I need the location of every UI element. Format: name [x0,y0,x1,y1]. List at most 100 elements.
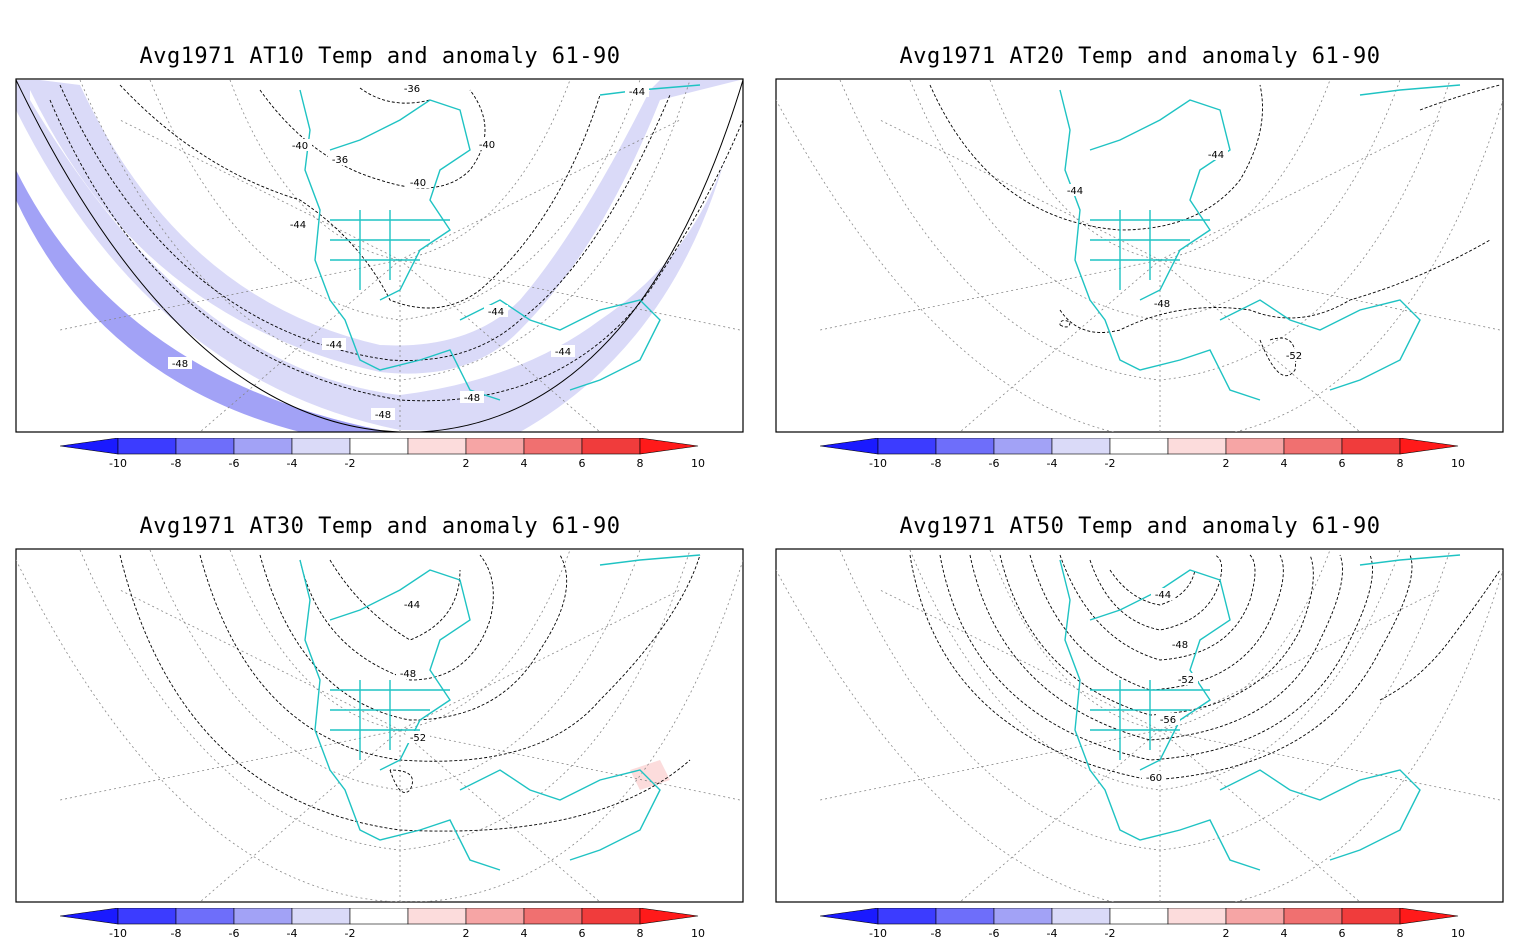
colorbar-segment [117,907,177,925]
colorbar-segment [175,437,235,455]
colorbar-tick-label: 10 [691,457,705,468]
colorbar-tick-label: 10 [691,927,705,938]
colorbar-segment [523,437,583,455]
colorbar-tick-label: -10 [869,457,887,468]
panel-title: Avg1971 AT10 Temp and anomaly 61-90 [139,44,621,69]
colorbar-segment [993,437,1053,455]
colorbar-tick-label: -2 [1105,457,1116,468]
colorbar-segment [291,907,351,925]
colorbar-segment [1283,907,1343,925]
panel-title: Avg1971 AT30 Temp and anomaly 61-90 [139,514,621,539]
colorbar-segment [233,907,293,925]
panel-at10: Avg1971 AT10 Temp and anomaly 61-90 [0,0,760,470]
colorbar-tick-label: 8 [1397,927,1404,938]
panel-title: Avg1971 AT20 Temp and anomaly 61-90 [899,44,1381,69]
colorbar-svg: -10 -8 -6 -4 -2 2 4 6 8 10 [59,907,705,940]
colorbar-svg: -10 -8 -6 -4 -2 2 4 6 8 10 [819,907,1465,940]
colorbar-segment [1167,907,1227,925]
colorbar-tick-label: 10 [1451,457,1465,468]
colorbar-tick-label: 6 [579,457,586,468]
colorbar-segment [1051,437,1111,455]
colorbar-tick-label: 6 [1339,457,1346,468]
colorbar-segment [877,907,937,925]
colorbar-arrow-left [59,907,119,925]
colorbar-tick-label: -10 [109,457,127,468]
colorbar-tick-label: 8 [637,927,644,938]
colorbar-tick-label: -4 [287,457,298,468]
colorbar-at10: -10 -8 -6 -4 -2 2 4 6 8 10 [59,437,710,472]
colorbar-tick-label: 2 [1223,927,1230,938]
colorbar-tick-label: -4 [1047,457,1058,468]
colorbar-segment [233,437,293,455]
colorbar-segment [349,437,409,455]
colorbar-segment [117,437,177,455]
colorbar-segment [465,907,525,925]
colorbar-arrow-right [1399,907,1459,925]
colorbar-segment [349,907,409,925]
colorbar-tick-label: 10 [1451,927,1465,938]
colorbar-segment [407,907,467,925]
colorbar-tick-label: -2 [1105,927,1116,938]
colorbar-segment [465,437,525,455]
colorbar-segment [291,437,351,455]
colorbar-at50: -10 -8 -6 -4 -2 2 4 6 8 10 [819,907,1470,942]
colorbar-arrow-right [1399,437,1459,455]
colorbar-segment [581,437,641,455]
colorbar-tick-label: 2 [463,457,470,468]
colorbar-segment [1341,437,1401,455]
colorbar-segment [1225,437,1285,455]
colorbar-tick-label: 4 [521,457,528,468]
colorbar-segment [1109,907,1169,925]
colorbar-tick-label: 4 [1281,457,1288,468]
colorbar-tick-label: -6 [229,927,240,938]
colorbar-tick-label: -4 [287,927,298,938]
colorbar-svg: -10 -8 -6 -4 -2 2 4 6 8 10 [819,437,1465,470]
colorbar-segment [175,907,235,925]
colorbar-segment [407,437,467,455]
colorbar-tick-label: -6 [229,457,240,468]
colorbar-tick-label: 4 [521,927,528,938]
colorbar-tick-label: -10 [869,927,887,938]
colorbar-arrow-left [59,437,119,455]
colorbar-tick-label: -8 [931,927,942,938]
colorbar-tick-label: 8 [637,457,644,468]
colorbar-segment [877,437,937,455]
colorbar-at20: -10 -8 -6 -4 -2 2 4 6 8 10 [819,437,1470,472]
colorbar-tick-label: -8 [171,927,182,938]
colorbar-tick-label: -10 [109,927,127,938]
colorbar-segment [1051,907,1111,925]
colorbar-arrow-right [639,907,699,925]
colorbar-tick-label: 8 [1397,457,1404,468]
colorbar-tick-label: 2 [1223,457,1230,468]
colorbar-segment [1341,907,1401,925]
colorbar-arrow-left [819,437,879,455]
colorbar-svg: -10 -8 -6 -4 -2 2 4 6 8 10 [59,437,705,470]
panel-at20: Avg1971 AT20 Temp and anomaly 61-90 [760,0,1520,470]
colorbar-tick-label: 6 [579,927,586,938]
colorbar-arrow-right [639,437,699,455]
colorbar-tick-label: -8 [931,457,942,468]
colorbar-tick-label: 6 [1339,927,1346,938]
panel-at50: Avg1971 AT50 Temp and anomaly 61-90 [760,470,1520,940]
panel-title: Avg1971 AT50 Temp and anomaly 61-90 [899,514,1381,539]
colorbar-tick-label: -2 [345,927,356,938]
colorbar-tick-label: -4 [1047,927,1058,938]
panel-at30: Avg1971 AT30 Temp and anomaly 61-90 [0,470,760,940]
colorbar-at30: -10 -8 -6 -4 -2 2 4 6 8 10 [59,907,710,942]
colorbar-tick-label: -6 [989,927,1000,938]
colorbar-segment [1283,437,1343,455]
colorbar-tick-label: 2 [463,927,470,938]
colorbar-segment [1225,907,1285,925]
colorbar-segment [935,907,995,925]
colorbar-segment [523,907,583,925]
colorbar-segment [1167,437,1227,455]
colorbar-tick-label: -6 [989,457,1000,468]
colorbar-tick-label: 4 [1281,927,1288,938]
colorbar-segment [935,437,995,455]
colorbar-segment [581,907,641,925]
colorbar-tick-label: -2 [345,457,356,468]
colorbar-segment [993,907,1053,925]
colorbar-tick-label: -8 [171,457,182,468]
colorbar-arrow-left [819,907,879,925]
colorbar-segment [1109,437,1169,455]
